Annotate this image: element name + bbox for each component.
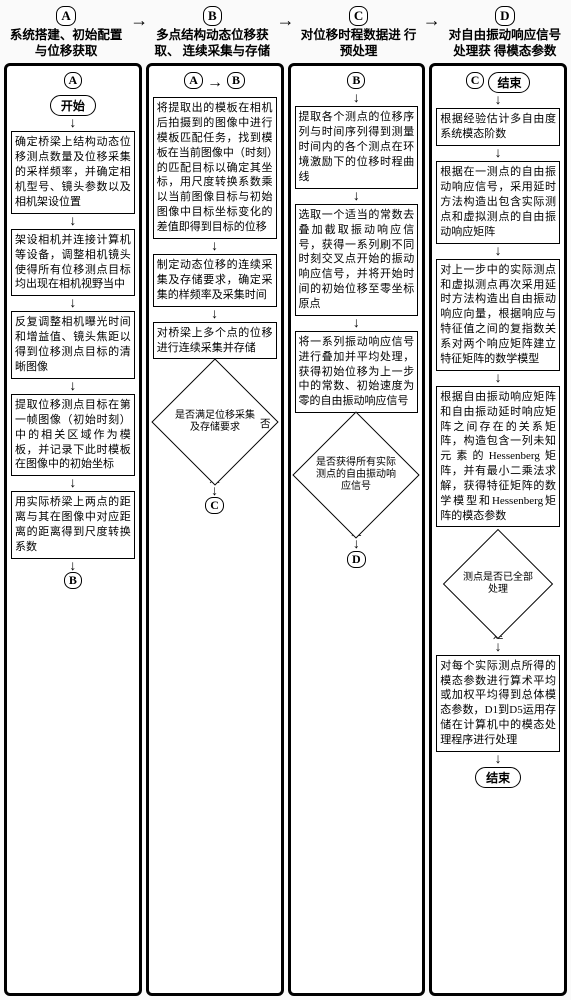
phase-columns: A 开始 ↓ 确定桥梁上结构动态位移测点数量及位移采集的采样频率，并确定相机型号… bbox=[4, 63, 567, 996]
arrow-icon: ↓ bbox=[353, 318, 360, 329]
arrow-icon: ↓ bbox=[495, 246, 502, 257]
arrow-icon: ↓ bbox=[69, 118, 76, 129]
arrow-icon: ↓ bbox=[495, 754, 502, 765]
arrow-icon: ↓ bbox=[211, 309, 218, 320]
phase-d-box1: 根据经验估计多自由度系统模态阶数 bbox=[436, 108, 560, 146]
chip-c: C bbox=[349, 6, 368, 26]
arrow-icon: ↓ bbox=[353, 191, 360, 202]
phase-c-box3: 将一系列振动响应信号进行叠加并平均处理，获得初始位移为上一步中的常数、初始速度为… bbox=[295, 331, 419, 413]
title-b: 多点结构动态位移获取、 连续采集与存储 bbox=[150, 28, 274, 59]
header-phase-b: B 多点结构动态位移获取、 连续采集与存储 bbox=[150, 6, 274, 59]
phase-d-lastbox: 对每个实际测点所得的模态参数进行算术平均或加权平均得到总体模态参数，D1到D5运… bbox=[436, 655, 560, 752]
title-d: 对自由振动响应信号处理获 得模态参数 bbox=[443, 28, 567, 59]
arrow-cd: → bbox=[423, 10, 441, 31]
phase-a-box3: 反复调整相机曝光时间和增益值、镜头焦距以得到位移测点目标的清晰图像 bbox=[11, 311, 135, 378]
phase-b-decision-text: 是否满足位移采集及存储要求 bbox=[171, 410, 259, 434]
arrow-icon: ↓ bbox=[69, 381, 76, 392]
arrow-icon: ↓ bbox=[69, 561, 76, 572]
arrow-icon: ↓ bbox=[353, 93, 360, 104]
no-label: 否 bbox=[260, 416, 271, 431]
flowchart-root: A 系统搭建、初始配置 与位移获取 → B 多点结构动态位移获取、 连续采集与存… bbox=[0, 0, 571, 1000]
arrow-icon: ↓ bbox=[69, 298, 76, 309]
phase-d-box4: 根据自由振动响应矩阵和自由振动延时响应矩阵之间存在的关系矩阵，构造包含一列未知元… bbox=[436, 386, 560, 528]
phase-b-box2: 制定动态位移的连续采集及存储要求，确定采集的样频率及采集时间 bbox=[153, 254, 277, 307]
header-phase-d: D 对自由振动响应信号处理获 得模态参数 bbox=[443, 6, 567, 59]
header-row: A 系统搭建、初始配置 与位移获取 → B 多点结构动态位移获取、 连续采集与存… bbox=[4, 4, 567, 63]
phase-b-box3: 对桥梁上多个点的位移进行连续采集并存储 bbox=[153, 322, 277, 360]
title-a: 系统搭建、初始配置 与位移获取 bbox=[4, 28, 128, 59]
diamond-icon: 测点是否已全部处理 bbox=[443, 528, 553, 638]
arrow-icon: ↓ bbox=[353, 539, 360, 550]
chip-d: D bbox=[495, 6, 514, 26]
phase-b-decision: 是否满足位移采集及存储要求 否 bbox=[153, 377, 277, 467]
arrow-icon: ↓ bbox=[69, 216, 76, 227]
phase-a-box2: 架设相机并连接计算机等设备，调整相机镜头使得所有位移测点目标均出现在相机视野当中 bbox=[11, 229, 135, 296]
phase-d-decision: 测点是否已全部处理 bbox=[436, 545, 560, 623]
phase-d: C 结束 ↓ 根据经验估计多自由度系统模态阶数 ↓ 根据在一测点的自由振动响应信… bbox=[429, 63, 567, 996]
title-c: 对位移时程数据进 行预处理 bbox=[297, 28, 421, 59]
phase-b-box1: 将提取出的模板在相机后拍摄到的图像中进行模板匹配任务，找到模板在当前图像中（时刻… bbox=[153, 97, 277, 239]
diamond-icon: 是否获得所有实际测点的自由振动响应信号 bbox=[293, 412, 420, 539]
phase-d-decision-text: 测点是否已全部处理 bbox=[460, 572, 536, 596]
phase-a-chip: A bbox=[64, 72, 83, 89]
header-phase-c: C 对位移时程数据进 行预处理 bbox=[297, 6, 421, 59]
phase-a-box4: 提取位移测点目标在第一帧图像（初始时刻）中的相关区域作为模板，并记录下此时模板在… bbox=[11, 394, 135, 476]
phase-b-chip-b: B bbox=[227, 72, 245, 89]
phase-b-next: C bbox=[205, 497, 224, 514]
end-terminal-top: 结束 bbox=[488, 72, 530, 93]
phase-c-box2: 选取一个适当的常数去叠加截取振动响应信号，获得一系列刷不同时刻交叉点开始的振动响… bbox=[295, 204, 419, 316]
phase-c-chip: B bbox=[347, 72, 365, 89]
phase-c-box1: 提取各个测点的位移序列与时间序列得到测量时间内的各个测点在环境激励下的位移时程曲… bbox=[295, 106, 419, 188]
phase-d-box2: 根据在一测点的自由振动响应信号，采用延时方法构造出包含实际测点和虚拟测点的自由振… bbox=[436, 161, 560, 243]
phase-d-box3: 对上一步中的实际测点和虚拟测点再次采用延时方法构造出自由振动响应向量，根据响应与… bbox=[436, 259, 560, 371]
phase-a-next: B bbox=[64, 572, 82, 589]
phase-a: A 开始 ↓ 确定桥梁上结构动态位移测点数量及位移采集的采样频率，并确定相机型号… bbox=[4, 63, 142, 996]
end-terminal: 结束 bbox=[475, 767, 521, 788]
arrow-icon: ↓ bbox=[495, 642, 502, 653]
phase-a-box5: 用实际桥梁上两点的距离与其在图像中对应距离的距离得到尺度转换系数 bbox=[11, 491, 135, 558]
phase-c: B ↓ 提取各个测点的位移序列与时间序列得到测量时间内的各个测点在环境激励下的位… bbox=[288, 63, 426, 996]
arrow-icon: ↓ bbox=[211, 486, 218, 497]
phase-b-chips: A → B bbox=[184, 72, 245, 93]
chip-b: B bbox=[203, 6, 222, 26]
phase-b-chip-a: A bbox=[184, 72, 203, 89]
header-phase-a: A 系统搭建、初始配置 与位移获取 bbox=[4, 6, 128, 59]
arrow-icon: ↓ bbox=[495, 373, 502, 384]
arrow-icon: ↓ bbox=[495, 95, 502, 106]
arrow-ab: → bbox=[130, 10, 148, 31]
phase-c-decision: 是否获得所有实际测点的自由振动响应信号 bbox=[295, 430, 419, 520]
phase-b: A → B 将提取出的模板在相机后拍摄到的图像中进行模板匹配任务，找到模板在当前… bbox=[146, 63, 284, 996]
chip-a: A bbox=[56, 6, 75, 26]
phase-d-chip: C bbox=[466, 72, 485, 89]
arrow-icon: ↓ bbox=[211, 241, 218, 252]
arrow-bc: → bbox=[277, 10, 295, 31]
phase-a-box1: 确定桥梁上结构动态位移测点数量及位移采集的采样频率，并确定相机型号、镜头参数以及… bbox=[11, 131, 135, 213]
phase-c-decision-text: 是否获得所有实际测点的自由振动响应信号 bbox=[312, 457, 400, 493]
arrow-icon: ↓ bbox=[69, 478, 76, 489]
phase-c-next: D bbox=[347, 551, 366, 568]
start-terminal: 开始 bbox=[50, 95, 96, 116]
arrow-icon: ↓ bbox=[495, 148, 502, 159]
phase-d-top: C 结束 bbox=[466, 72, 531, 93]
arrow-icon: → bbox=[207, 74, 223, 92]
